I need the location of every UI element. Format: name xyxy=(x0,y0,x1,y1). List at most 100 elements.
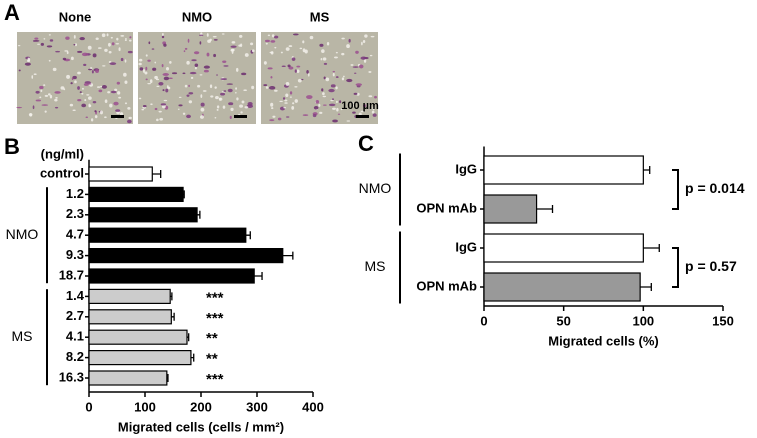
bar xyxy=(88,268,255,284)
cell-speck xyxy=(194,63,199,67)
cell-speck xyxy=(171,72,178,75)
cell-speck xyxy=(318,103,321,107)
cell-speck xyxy=(263,61,267,65)
cell-speck xyxy=(270,102,274,107)
x-tick-label: 300 xyxy=(246,399,268,414)
cell-speck xyxy=(79,91,82,93)
panel-letter: A xyxy=(4,0,20,25)
cell-speck xyxy=(274,89,278,92)
cell-speck xyxy=(354,72,357,74)
cell-speck xyxy=(147,59,151,62)
cell-speck xyxy=(163,76,170,81)
cell-speck xyxy=(250,42,254,46)
cell-speck xyxy=(326,42,330,46)
cell-speck xyxy=(289,91,293,95)
cell-speck xyxy=(322,104,327,106)
cell-speck xyxy=(101,33,106,38)
category-label: OPN mAb xyxy=(416,200,477,215)
cell-speck xyxy=(189,71,197,75)
cell-speck xyxy=(138,62,142,66)
cell-speck xyxy=(203,69,209,73)
cell-speck xyxy=(235,67,239,72)
cell-speck xyxy=(31,75,34,79)
cell-speck xyxy=(188,84,190,88)
cell-speck xyxy=(109,62,117,65)
cell-speck xyxy=(138,97,142,100)
significance-label: *** xyxy=(206,310,224,327)
cell-speck xyxy=(230,107,234,112)
cell-speck xyxy=(294,69,297,73)
cell-speck xyxy=(17,44,21,47)
cell-speck xyxy=(335,100,338,104)
cell-speck xyxy=(369,54,373,57)
bar xyxy=(88,166,153,182)
cell-speck xyxy=(72,109,76,112)
cell-speck xyxy=(239,104,243,108)
x-tick-label: 50 xyxy=(556,313,570,328)
cell-speck xyxy=(321,88,324,92)
cell-speck xyxy=(43,84,46,87)
cell-speck xyxy=(81,103,87,108)
significance-label: *** xyxy=(206,289,224,306)
significance-label: ** xyxy=(206,330,218,347)
cell-speck xyxy=(92,100,97,104)
cell-speck xyxy=(368,95,373,98)
cell-speck xyxy=(178,96,182,99)
cell-speck xyxy=(104,48,108,52)
cell-speck xyxy=(271,34,275,38)
cell-speck xyxy=(158,110,162,113)
cell-speck xyxy=(111,42,115,46)
cell-speck xyxy=(285,93,289,98)
cell-speck xyxy=(330,99,334,102)
cell-speck xyxy=(271,107,274,110)
category-label: 8.2 xyxy=(66,349,84,364)
x-axis-label: Migrated cells (cells / mm²) xyxy=(118,419,284,434)
cell-speck xyxy=(127,107,131,110)
scale-bar xyxy=(111,115,124,118)
cell-speck xyxy=(214,86,217,89)
cell-speck xyxy=(27,57,31,61)
cell-speck xyxy=(117,91,121,95)
cell-speck xyxy=(163,99,168,102)
x-axis-label: Migrated cells (%) xyxy=(548,333,659,348)
cell-speck xyxy=(127,50,133,54)
cell-speck xyxy=(321,49,325,53)
error-bar xyxy=(183,190,185,199)
cell-speck xyxy=(236,97,239,101)
cell-speck xyxy=(328,103,336,107)
x-tick-label: 200 xyxy=(190,399,212,414)
cell-speck xyxy=(87,83,92,85)
error-bar xyxy=(171,312,175,321)
cell-speck xyxy=(118,47,121,52)
cell-speck xyxy=(162,32,164,37)
cell-speck xyxy=(33,40,36,42)
cell-speck xyxy=(159,117,164,121)
x-tick-label: 0 xyxy=(480,313,487,328)
cell-speck xyxy=(34,37,39,40)
cell-speck xyxy=(368,71,372,73)
cell-speck xyxy=(288,66,294,70)
cell-speck xyxy=(94,115,98,119)
significance-label: ** xyxy=(206,351,218,368)
cell-speck xyxy=(240,111,243,114)
cell-speck xyxy=(285,47,290,51)
cell-speck xyxy=(355,83,362,87)
bar xyxy=(88,288,171,304)
cell-speck xyxy=(273,35,279,39)
cell-speck xyxy=(74,80,77,84)
cell-speck xyxy=(348,38,351,43)
cell-speck xyxy=(54,91,61,94)
cell-speck xyxy=(142,68,146,73)
cell-speck xyxy=(339,100,342,104)
cell-speck xyxy=(277,117,282,121)
cell-speck xyxy=(115,43,120,45)
cell-speck xyxy=(223,65,229,67)
cell-speck xyxy=(200,107,205,112)
cell-speck xyxy=(154,61,157,64)
cell-speck xyxy=(16,106,23,109)
cell-speck xyxy=(77,71,81,75)
cell-speck xyxy=(148,41,151,45)
cell-speck xyxy=(161,104,166,109)
cell-speck xyxy=(227,88,233,93)
image-label: MS xyxy=(310,9,330,24)
